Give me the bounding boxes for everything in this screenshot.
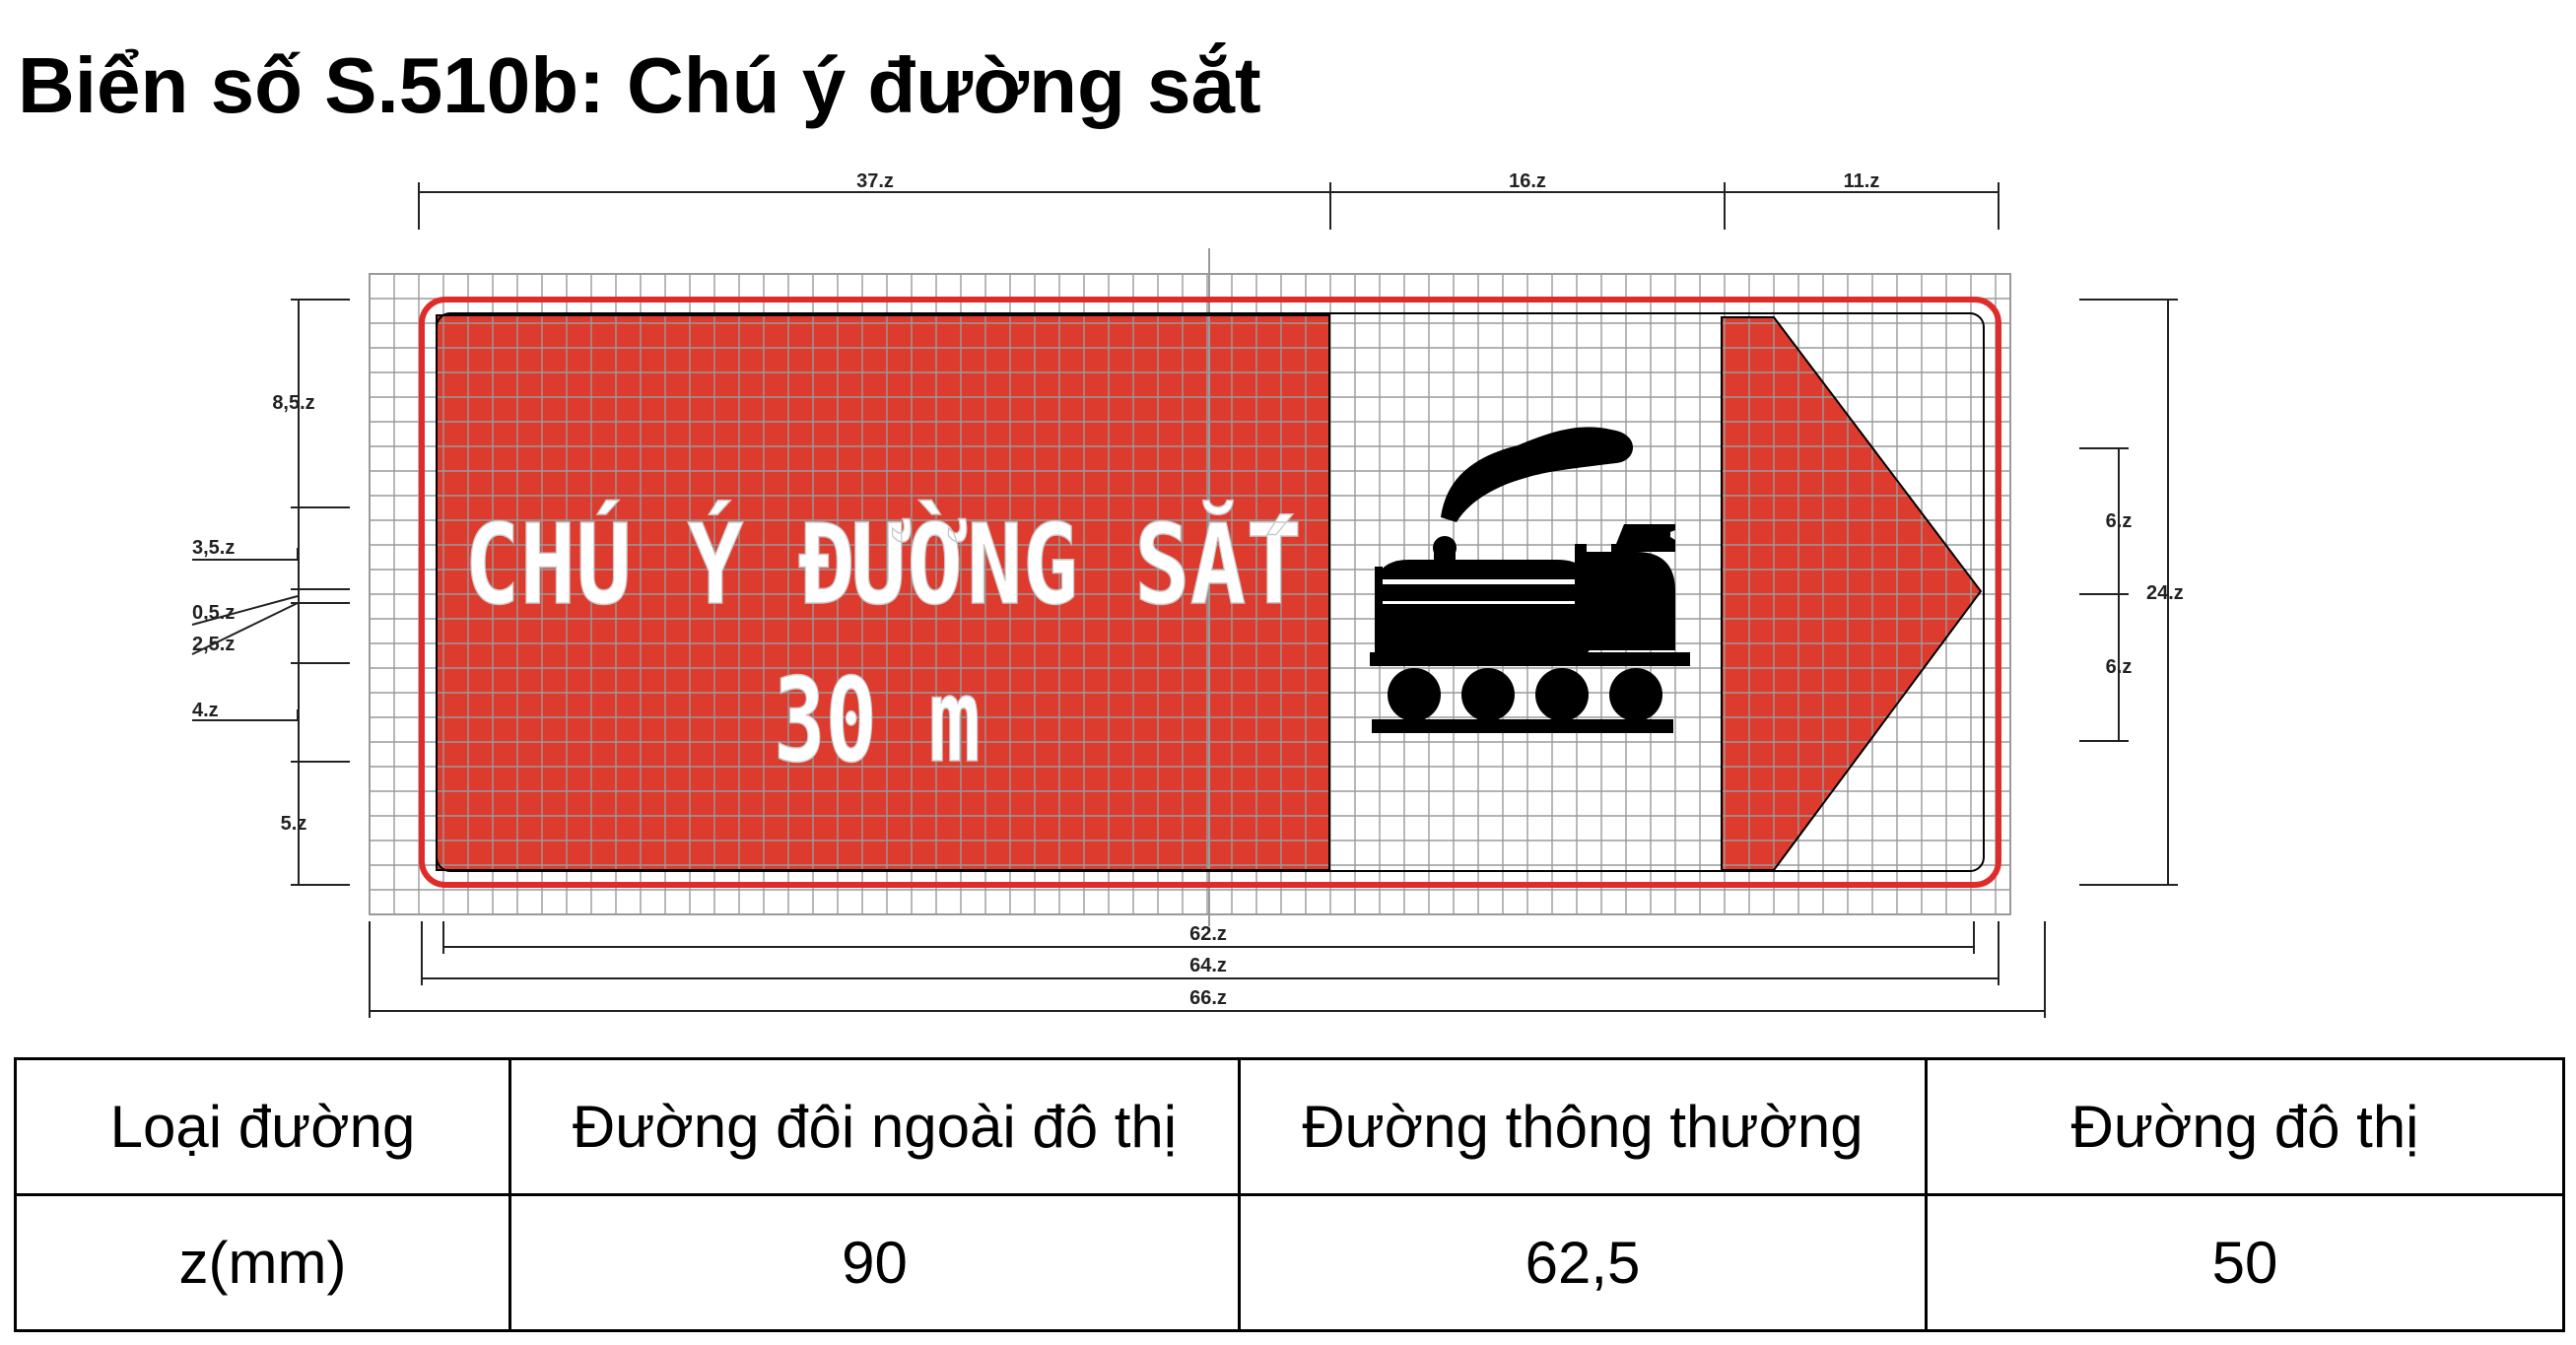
table-cell: 62,5 bbox=[1238, 1193, 1928, 1332]
table-header-cell: Loại đường bbox=[14, 1057, 511, 1196]
dim-left-2: 3,5.z bbox=[192, 537, 235, 559]
page-title: Biển số S.510b: Chú ý đường sắt bbox=[18, 41, 1261, 129]
dim-right-total: 24.z bbox=[2146, 582, 2184, 604]
dim-left-4: 2,5.z bbox=[192, 634, 235, 655]
table-header-row: Loại đường Đường đôi ngoài đô thị Đường … bbox=[14, 1057, 2565, 1196]
sign-border bbox=[419, 297, 2001, 888]
dim-left-1: 8,5.z bbox=[272, 392, 314, 414]
grid bbox=[370, 274, 2010, 914]
dim-bottom-2: 64.z bbox=[1189, 955, 1227, 976]
table-header-cell: Đường đô thị bbox=[1925, 1057, 2565, 1196]
table-row: z(mm) 90 62,5 50 bbox=[14, 1193, 2565, 1332]
dim-right-2: 6.z bbox=[2106, 656, 2133, 678]
dim-left-3: 0,5.z bbox=[192, 602, 235, 624]
sign-line-2: 30 m bbox=[774, 652, 981, 788]
train-icon bbox=[1370, 427, 1690, 733]
table-header-cell: Đường đôi ngoài đô thị bbox=[508, 1057, 1241, 1196]
table-cell: z(mm) bbox=[14, 1193, 511, 1332]
dimension-table: Loại đường Đường đôi ngoài đô thị Đường … bbox=[14, 1057, 2565, 1332]
dim-top-2: 16.z bbox=[1509, 170, 1546, 192]
dim-right-1: 6.z bbox=[2106, 510, 2133, 532]
dim-left-6: 5.z bbox=[281, 813, 307, 835]
table-cell: 50 bbox=[1925, 1193, 2565, 1332]
table-header-cell: Đường thông thường bbox=[1238, 1057, 1928, 1196]
dim-left-5: 4.z bbox=[192, 700, 219, 721]
dim-top-1: 37.z bbox=[856, 170, 894, 192]
dim-top-3: 11.z bbox=[1844, 170, 1880, 192]
sign-diagram: CHÚ Ý ĐƯỜNG SẮT 30 m bbox=[191, 170, 2184, 1018]
sign-line-1: CHÚ Ý ĐƯỜNG SẮT bbox=[464, 500, 1302, 630]
table-cell: 90 bbox=[508, 1193, 1241, 1332]
text-panel bbox=[437, 315, 1329, 870]
dim-bottom-1: 62.z bbox=[1189, 923, 1227, 945]
dim-bottom-3: 66.z bbox=[1189, 987, 1227, 1009]
